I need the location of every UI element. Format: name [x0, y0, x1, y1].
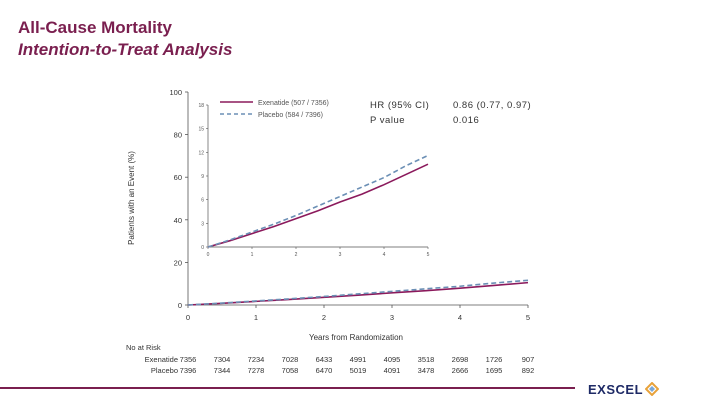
inset-y-tick-label: 0 [201, 245, 204, 251]
x-tick-label: 0 [186, 313, 190, 322]
at-risk-cell: 5019 [350, 366, 367, 375]
y-axis-label: Patients with an Event (%) [127, 151, 136, 245]
at-risk-cell: 1695 [486, 366, 503, 375]
at-risk-row-label: Exenatide [145, 355, 178, 364]
inset-y-tick-label: 6 [201, 198, 204, 204]
at-risk-cell: 6433 [316, 355, 333, 364]
inset-y-tick-label: 3 [201, 221, 204, 227]
at-risk-cell: 1726 [486, 355, 503, 364]
stats-values: 0.86 (0.77, 0.97) 0.016 [453, 98, 531, 128]
at-risk-cell: 3518 [418, 355, 435, 364]
p-label: P value [370, 115, 406, 126]
at-risk-cell: 7396 [180, 366, 197, 375]
at-risk-cell: 7278 [248, 366, 265, 375]
inset-y-tick-label: 12 [198, 150, 204, 156]
legend: Exenatide (507 / 7356) Placebo (584 / 73… [220, 100, 329, 119]
inset-x-tick-label: 1 [251, 252, 254, 258]
hr-label: HR (95% CI) [370, 100, 430, 111]
y-tick-label: 60 [174, 173, 182, 182]
at-risk-row-label: Placebo [151, 366, 178, 375]
at-risk-cell: 4991 [350, 355, 367, 364]
inset-x-tick-label: 3 [339, 252, 342, 258]
at-risk-cell: 2698 [452, 355, 469, 364]
exscel-logo-icon [645, 382, 659, 396]
p-value: 0.016 [453, 115, 480, 126]
legend-label-placebo: Placebo (584 / 7396) [258, 112, 323, 119]
x-tick-label: 1 [254, 313, 258, 322]
at-risk-cell: 3478 [418, 366, 435, 375]
inset-y-tick-label: 9 [201, 174, 204, 180]
inset-background [200, 93, 440, 251]
page-subtitle: Intention-to-Treat Analysis [18, 40, 233, 59]
y-tick-label: 100 [169, 88, 182, 97]
x-tick-label: 3 [390, 313, 394, 322]
y-tick-label: 20 [174, 258, 182, 267]
x-tick-label: 5 [526, 313, 530, 322]
at-risk-cell: 7304 [214, 355, 231, 364]
y-tick-label: 80 [174, 131, 182, 140]
legend-label-exenatide: Exenatide (507 / 7356) [258, 100, 329, 107]
at-risk-cell: 6470 [316, 366, 333, 375]
x-tick-label: 2 [322, 313, 326, 322]
at-risk-cell: 907 [522, 355, 535, 364]
hr-value: 0.86 (0.77, 0.97) [453, 100, 532, 111]
at-risk-cell: 4095 [384, 355, 401, 364]
inset-y-tick-label: 18 [198, 103, 204, 109]
inset-series-line-exenatide [207, 163, 429, 248]
at-risk-cell: 7234 [248, 355, 265, 364]
footer-rule [0, 387, 575, 389]
y-tick-label: 40 [174, 216, 182, 225]
series-line-placebo [187, 279, 529, 306]
at-risk-cell: 7028 [282, 355, 299, 364]
at-risk-cell: 2666 [452, 366, 469, 375]
x-axis-label: Years from Randomization [309, 333, 403, 342]
x-tick-label: 4 [458, 313, 462, 322]
at-risk-cell: 4091 [384, 366, 401, 375]
at-risk-cell: 7344 [214, 366, 231, 375]
exscel-logo-text: EXSCEL [588, 382, 644, 397]
page-title: All-Cause Mortality [18, 18, 172, 37]
inset-x-tick-label: 5 [427, 252, 430, 258]
stats-labels: HR (95% CI) P value [370, 98, 429, 128]
y-tick-label: 0 [178, 301, 182, 310]
at-risk-title: No at Risk [126, 343, 161, 352]
inset-y-tick-label: 15 [198, 127, 204, 133]
inset-x-tick-label: 2 [295, 252, 298, 258]
at-risk-cell: 7356 [180, 355, 197, 364]
at-risk-cell: 7058 [282, 366, 299, 375]
inset-x-tick-label: 4 [383, 252, 386, 258]
at-risk-cell: 892 [522, 366, 535, 375]
inset-x-tick-label: 0 [207, 252, 210, 258]
